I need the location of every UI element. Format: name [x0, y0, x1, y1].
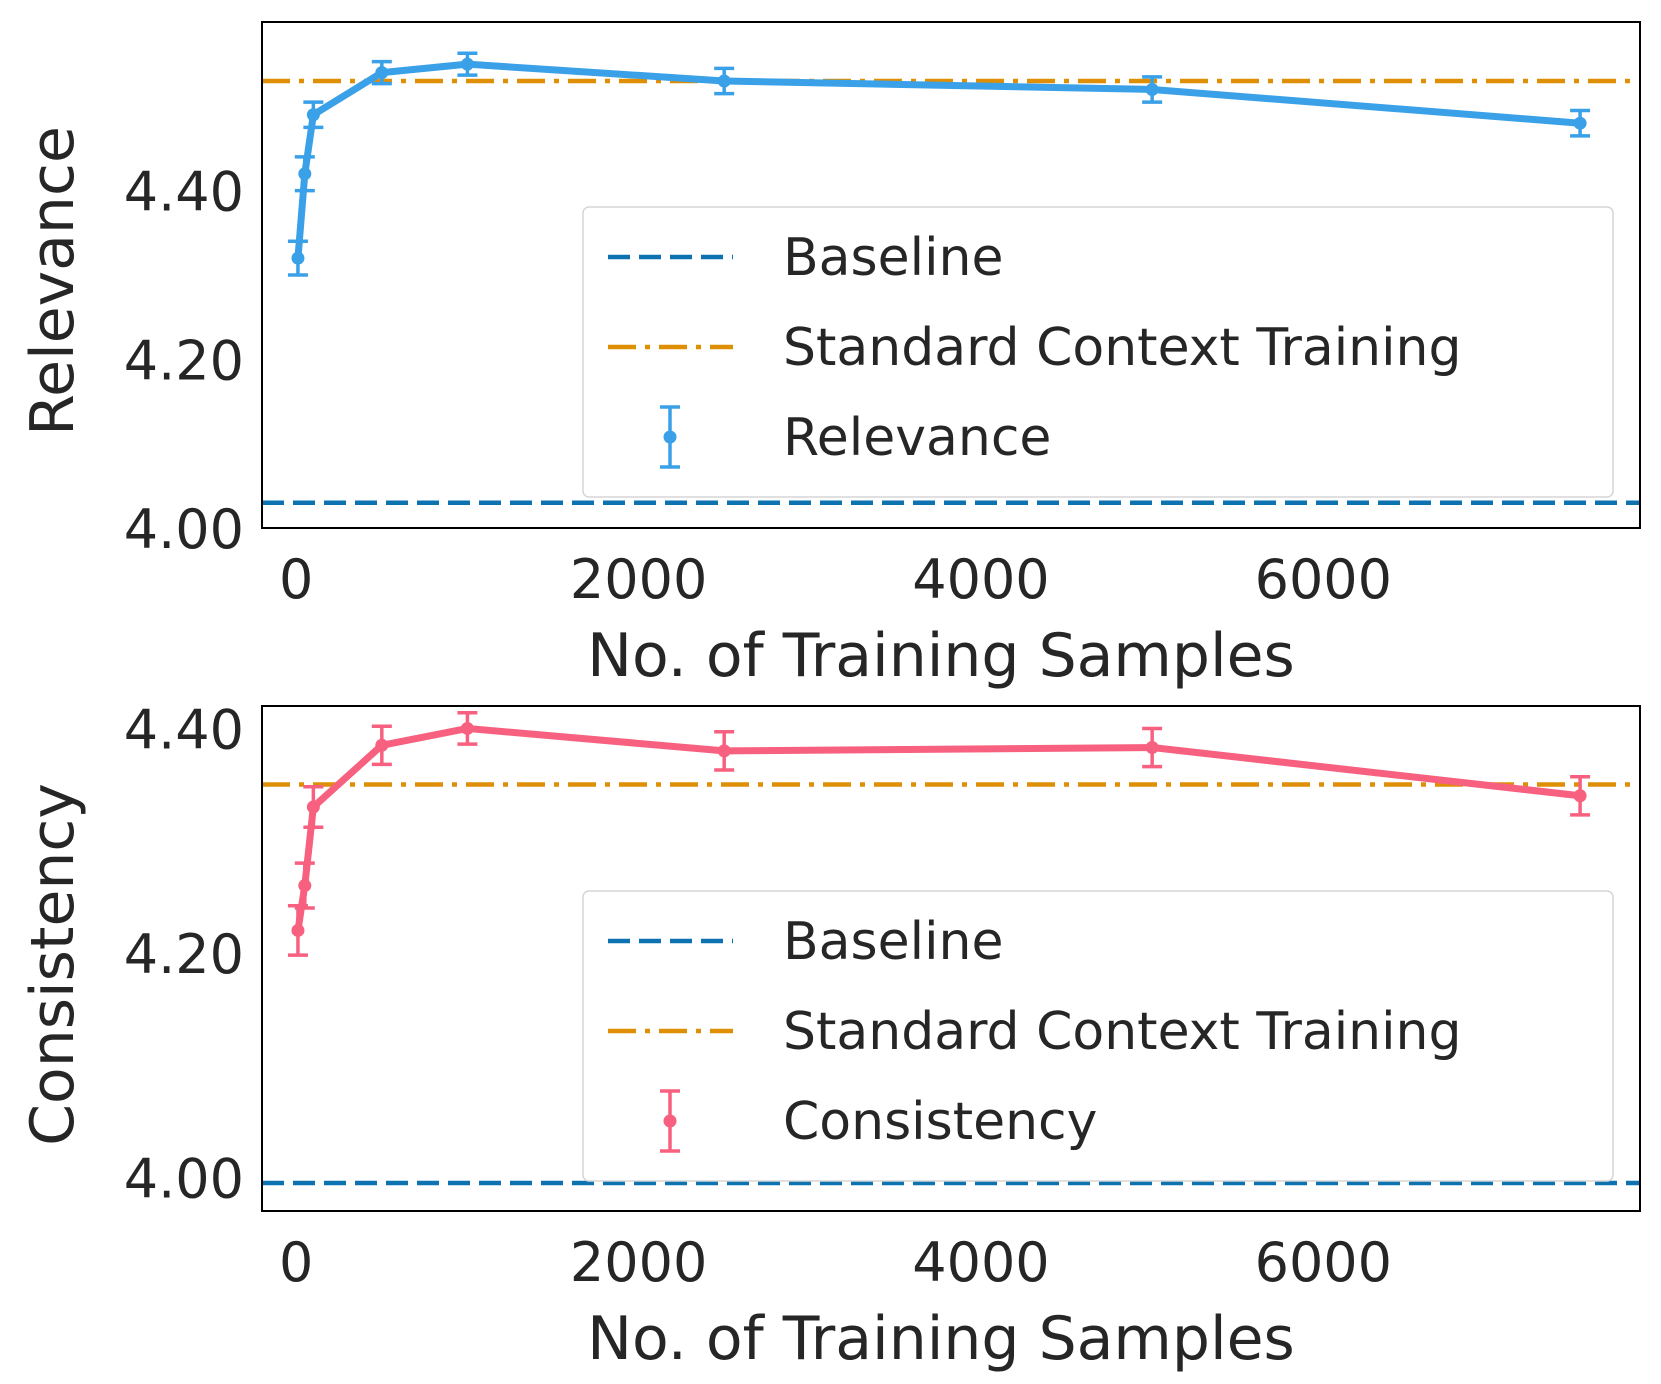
- consistency-data-point: [298, 879, 312, 893]
- consistency-y-tick-label: 4.40: [124, 698, 244, 761]
- relevance-data-point: [460, 57, 474, 71]
- relevance-errorbar: [1570, 108, 1591, 138]
- relevance-data-point: [298, 167, 312, 181]
- consistency-y-tick-label: 4.20: [124, 923, 244, 986]
- relevance-y-tick-label: 4.00: [124, 498, 244, 561]
- relevance-y-tick-label: 4.40: [124, 161, 244, 224]
- consistency-errorbar: [287, 904, 308, 957]
- relevance-axes-frame: [261, 21, 1641, 529]
- consistency-errorbar: [1142, 726, 1163, 769]
- consistency-x-axis-label: No. of Training Samples: [587, 1304, 1295, 1374]
- consistency-errorbar: [371, 724, 392, 767]
- consistency-y-axis-label: Consistency: [18, 783, 88, 1146]
- relevance-errorbar: [457, 51, 478, 77]
- consistency-legend-handle-series: [660, 1089, 680, 1153]
- consistency-errorbar: [294, 861, 315, 910]
- consistency-legend-label: Consistency: [783, 1092, 1097, 1152]
- consistency-axes-frame: [261, 705, 1641, 1212]
- consistency-x-tick-label: 4000: [912, 1231, 1049, 1294]
- relevance-legend-box: [582, 206, 1614, 498]
- relevance-panel: 0 2000 4000 6000 4.00 4.20 4.40 No. of Training…: [18, 21, 1641, 691]
- relevance-x-axis-label: No. of Training Samples: [587, 621, 1295, 691]
- relevance-legend-label: Standard Context Training: [783, 318, 1462, 378]
- relevance-plot-area: [262, 51, 1640, 505]
- consistency-panel: 0 2000 4000 6000 4.00 4.20 4.40 No. of Training…: [18, 698, 1641, 1374]
- relevance-legend: Baseline Standard Context Training Relevan…: [582, 206, 1614, 498]
- consistency-x-tick-label: 2000: [570, 1231, 707, 1294]
- consistency-data-point: [717, 744, 731, 758]
- consistency-legend-label: Standard Context Training: [783, 1002, 1462, 1062]
- consistency-legend-label: Baseline: [783, 912, 1003, 972]
- relevance-x-tick-label: 2000: [570, 548, 707, 611]
- consistency-y-tick-label: 4.00: [124, 1147, 244, 1210]
- relevance-data-point: [291, 251, 305, 265]
- relevance-errorbar: [714, 66, 735, 96]
- relevance-data-point: [1145, 82, 1159, 96]
- consistency-data-point: [306, 800, 320, 814]
- consistency-x-tick-label: 0: [279, 1231, 313, 1294]
- relevance-data-point: [1573, 116, 1587, 130]
- consistency-data-point: [375, 738, 389, 752]
- relevance-y-tick-label: 4.20: [124, 329, 244, 392]
- relevance-errorbar: [371, 59, 392, 86]
- relevance-x-tick-label: 6000: [1255, 548, 1392, 611]
- consistency-errorbar: [1570, 774, 1591, 817]
- relevance-data-point: [717, 74, 731, 88]
- consistency-data-point: [460, 721, 474, 735]
- relevance-data-point: [306, 108, 320, 122]
- relevance-x-tick-label: 0: [279, 548, 313, 611]
- relevance-errorbar: [294, 155, 315, 193]
- relevance-legend-label: Relevance: [783, 408, 1051, 468]
- relevance-y-axis-label: Relevance: [18, 126, 88, 436]
- consistency-errorbar: [457, 710, 478, 746]
- relevance-legend-point: [663, 430, 677, 444]
- consistency-x-tick-label: 6000: [1255, 1231, 1392, 1294]
- relevance-x-tick-label: 4000: [912, 548, 1049, 611]
- consistency-plot-area: [262, 710, 1640, 1186]
- consistency-errorbar: [303, 785, 324, 829]
- consistency-data-point: [1145, 741, 1159, 755]
- relevance-errorbar: [287, 239, 308, 277]
- consistency-data-point: [291, 923, 305, 937]
- relevance-legend-handle-series: [660, 405, 680, 469]
- consistency-errorbar: [714, 730, 735, 772]
- consistency-legend: Baseline Standard Context Training Consist…: [582, 890, 1614, 1182]
- relevance-errorbar: [1142, 75, 1163, 104]
- consistency-data-point: [1573, 789, 1587, 803]
- relevance-data-point: [375, 66, 389, 80]
- relevance-errorbar: [303, 100, 324, 130]
- relevance-legend-label: Baseline: [783, 228, 1003, 288]
- consistency-legend-point: [663, 1114, 677, 1128]
- consistency-legend-box: [582, 890, 1614, 1182]
